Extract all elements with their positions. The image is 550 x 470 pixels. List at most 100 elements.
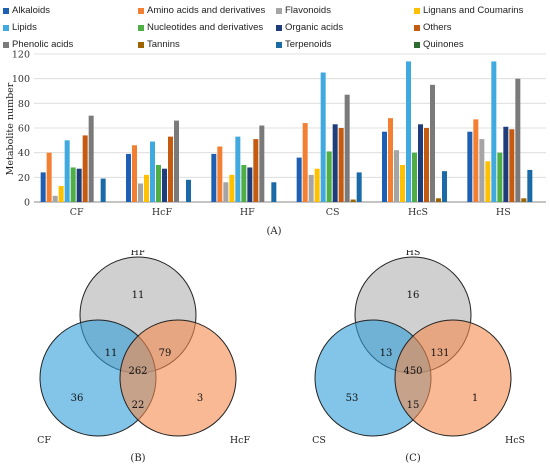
bar-amino-acids-and-derivatives-hcs xyxy=(388,118,393,202)
venn-count-left-right: 22 xyxy=(132,400,145,411)
bar-nucleotides-and-derivatives-hcs xyxy=(412,152,417,202)
bar-flavonoids-hcs xyxy=(394,150,399,202)
x-tick-label: CS xyxy=(326,207,340,218)
y-tick-label: 40 xyxy=(18,148,30,159)
legend-label: Lignans and Coumarins xyxy=(423,5,524,16)
venn-count-top-left: 13 xyxy=(380,348,393,359)
venn-set-label-cf: CF xyxy=(37,435,51,446)
legend-label: Others xyxy=(423,22,452,33)
legend-label: Terpenoids xyxy=(285,39,332,50)
venn-set-label-cs: CS xyxy=(312,435,326,446)
legend-label: Phenolic acids xyxy=(12,39,74,50)
bar-terpenoids-hf xyxy=(271,182,277,202)
legend-item-flavonoids: Flavonoids xyxy=(276,5,331,16)
venn-set-label-hf: HF xyxy=(131,250,146,258)
venn-count-all: 262 xyxy=(128,366,147,377)
bar-others-hcf xyxy=(168,136,173,202)
bar-organic-acids-hf xyxy=(247,167,253,202)
venn-set-label-hcf: HcF xyxy=(230,435,251,446)
venn-diagram-c: HS CS HcS 16 53 1 13 131 15 450 (C) xyxy=(312,250,525,464)
bar-alkaloids-hcf xyxy=(126,153,131,202)
venn-count-top-left: 11 xyxy=(105,348,118,359)
x-tick-label: HF xyxy=(240,207,255,218)
legend-swatch xyxy=(414,24,420,31)
bar-organic-acids-hcs xyxy=(418,124,423,202)
legend-swatch xyxy=(3,24,9,31)
venn-diagram-b: HF CF HcF 11 36 3 11 79 22 262 (B) xyxy=(37,250,251,464)
bar-lignans-and-coumarins-hcf xyxy=(144,174,149,202)
x-tick-label: CF xyxy=(70,207,84,218)
bar-organic-acids-hcf xyxy=(162,168,167,202)
legend-swatch xyxy=(276,41,282,48)
bar-tannins-hs xyxy=(521,198,527,202)
legend-item-alkaloids: Alkaloids xyxy=(3,5,50,16)
y-tick-label: 20 xyxy=(18,173,30,184)
bar-phenolic-acids-cs xyxy=(344,94,350,202)
venn-count-top-right: 131 xyxy=(430,348,449,359)
legend-label: Lipids xyxy=(12,22,37,33)
venn-count-top-only: 11 xyxy=(132,290,145,301)
venn-circle-hcf xyxy=(119,319,237,437)
bar-organic-acids-cf xyxy=(76,168,82,202)
legend-label: Quinones xyxy=(423,39,464,50)
bar-nucleotides-and-derivatives-cf xyxy=(70,167,76,202)
legend-label: Nucleotides and derivatives xyxy=(147,22,264,33)
bar-chart: 0 20 40 60 80 100 120 CF HcF HF CS HcS HS Metabolite… xyxy=(5,50,546,237)
legend-swatch xyxy=(138,7,144,14)
bar-terpenoids-hcf xyxy=(186,179,191,202)
bar-amino-acids-and-derivatives-cf xyxy=(46,152,52,202)
bar-amino-acids-and-derivatives-hf xyxy=(217,146,223,202)
legend-swatch xyxy=(276,24,282,31)
bar-tannins-hcs xyxy=(436,198,441,202)
bar-lipids-hcs xyxy=(406,61,411,203)
bar-lipids-cs xyxy=(320,72,326,202)
bar-nucleotides-and-derivatives-cs xyxy=(326,151,332,202)
legend-swatch xyxy=(414,41,420,48)
bar-lignans-and-coumarins-hcs xyxy=(400,165,405,202)
bar-chart-marks xyxy=(40,61,533,203)
bar-terpenoids-hcs xyxy=(442,171,447,202)
bar-amino-acids-and-derivatives-hcf xyxy=(132,145,137,202)
x-tick-label: HcS xyxy=(408,207,428,218)
panel-label-a: (A) xyxy=(266,226,281,237)
bar-lignans-and-coumarins-hs xyxy=(485,161,491,202)
venn-set-label-hs: HS xyxy=(406,250,421,258)
legend-item-tannins: Tannins xyxy=(138,39,180,50)
bar-organic-acids-cs xyxy=(332,124,338,202)
bar-others-hs xyxy=(509,129,515,202)
bar-organic-acids-hs xyxy=(503,126,509,202)
venn-count-right-only: 1 xyxy=(472,393,478,404)
legend-swatch xyxy=(138,41,144,48)
venn-count-left-only: 53 xyxy=(346,393,359,404)
bar-lignans-and-coumarins-hf xyxy=(229,174,235,202)
y-axis-label: Metabolite number xyxy=(5,82,16,175)
bar-phenolic-acids-hcf xyxy=(174,120,179,202)
bar-amino-acids-and-derivatives-hs xyxy=(473,119,479,202)
panel-label-b: (B) xyxy=(130,453,145,464)
bar-tannins-cs xyxy=(350,199,356,202)
legend-item-terpenoids: Terpenoids xyxy=(276,39,331,50)
bar-flavonoids-cf xyxy=(52,195,58,202)
bar-alkaloids-cs xyxy=(296,157,302,202)
bar-lipids-hcf xyxy=(150,141,155,202)
legend-item-phenolic-acids: Phenolic acids xyxy=(3,39,73,50)
legend-swatch xyxy=(414,7,420,14)
legend-item-others: Others xyxy=(414,22,452,33)
legend-item-organic-acids: Organic acids xyxy=(276,22,343,33)
venn-count-top-only: 16 xyxy=(407,290,420,301)
legend-label: Alkaloids xyxy=(12,5,51,16)
venn-count-left-right: 15 xyxy=(407,400,420,411)
bar-phenolic-acids-hs xyxy=(515,78,521,202)
bar-terpenoids-cs xyxy=(356,172,362,202)
bar-lipids-cf xyxy=(64,140,70,202)
bar-flavonoids-hs xyxy=(479,139,485,202)
y-tick-label: 60 xyxy=(18,124,30,135)
panel-label-c: (C) xyxy=(405,453,421,464)
y-tick-label: 100 xyxy=(12,74,30,85)
bar-chart-legend: Alkaloids Amino acids and derivatives Flav… xyxy=(0,0,550,60)
bar-terpenoids-hs xyxy=(527,169,533,202)
bar-others-hcs xyxy=(424,128,429,202)
bar-nucleotides-and-derivatives-hf xyxy=(241,165,247,202)
venn-count-right-only: 3 xyxy=(197,393,203,404)
